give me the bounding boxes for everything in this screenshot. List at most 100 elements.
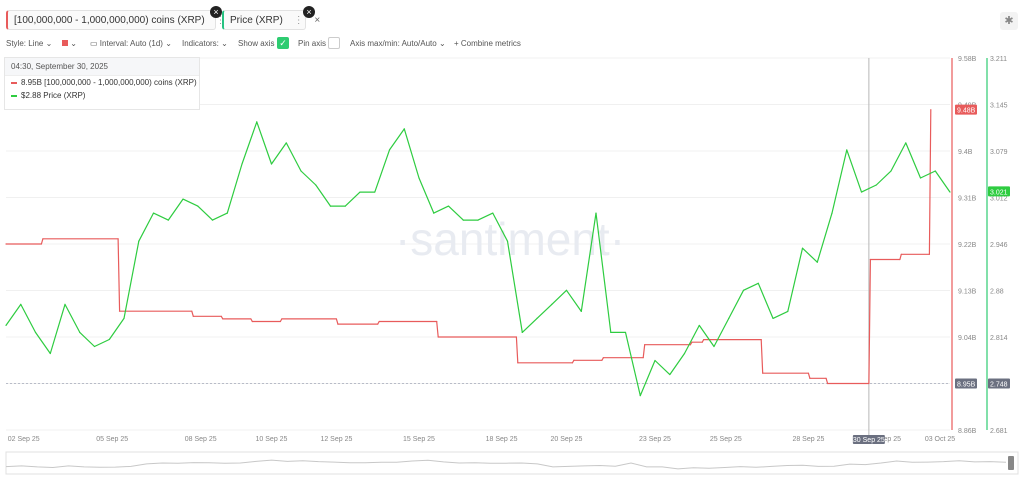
holders-point bbox=[42, 238, 44, 240]
settings-gear-icon[interactable]: ✱ bbox=[1000, 12, 1018, 30]
axis-mode-label: Axis max/min: Auto/Auto bbox=[350, 39, 437, 48]
price-point bbox=[270, 163, 273, 165]
price-point bbox=[757, 282, 759, 284]
tab-price-metric[interactable]: Price (XRP) ⋮ × bbox=[222, 10, 320, 30]
holders-point bbox=[762, 372, 764, 374]
holders-point bbox=[760, 338, 762, 341]
x-axis-tick: 10 Sep 25 bbox=[256, 436, 288, 443]
tab-price-close-icon[interactable]: × bbox=[303, 6, 315, 18]
green-axis-tick: 3.211 bbox=[990, 56, 1007, 63]
tooltip-row-holders: 8.95B [100,000,000 - 1,000,000,000) coin… bbox=[5, 76, 199, 89]
legend-line-red bbox=[11, 81, 17, 84]
green-axis-tick: 3.145 bbox=[990, 103, 1008, 110]
price-point bbox=[492, 212, 494, 214]
holders-point bbox=[900, 253, 902, 255]
x-axis-tick: 28 Sep 25 bbox=[792, 436, 824, 443]
green-current-badge: 3.021 bbox=[990, 189, 1008, 196]
tab-price-more-icon[interactable]: ⋮ bbox=[293, 15, 304, 26]
chevron-down-icon: ⌄ bbox=[438, 39, 446, 48]
tab-holders-more-icon[interactable]: ⋮ bbox=[215, 15, 226, 26]
tab-holders-metric[interactable]: [100,000,000 - 1,000,000,000) coins (XRP… bbox=[6, 10, 242, 30]
price-point bbox=[64, 303, 66, 305]
price-point bbox=[285, 142, 287, 144]
price-point bbox=[949, 191, 951, 193]
price-point bbox=[241, 163, 243, 165]
price-point bbox=[329, 205, 332, 207]
tab-price-remove-icon[interactable]: × bbox=[314, 15, 321, 26]
price-point bbox=[447, 205, 450, 207]
red-current-badge-bg bbox=[955, 104, 977, 115]
chevron-down-icon: ⌄ bbox=[70, 39, 77, 48]
green-current-badge-bg bbox=[988, 186, 1010, 197]
tab-price-label: Price (XRP) bbox=[230, 15, 283, 26]
holders-point bbox=[191, 310, 193, 312]
navigator-handle bbox=[1008, 456, 1014, 470]
show-axis-checkbox[interactable]: ✓ bbox=[277, 37, 289, 49]
holders-point bbox=[118, 310, 121, 312]
price-point bbox=[374, 191, 376, 193]
price-point bbox=[20, 303, 22, 305]
x-axis-tick: 25 Sep 25 bbox=[710, 436, 742, 443]
holders-point bbox=[436, 320, 438, 323]
indicators-label: Indicators: bbox=[182, 39, 219, 48]
price-point bbox=[388, 149, 391, 151]
holders-point bbox=[807, 372, 810, 374]
price-point bbox=[624, 331, 627, 334]
tooltip-time: 04:30, September 30, 2025 bbox=[5, 58, 199, 76]
holders-point bbox=[644, 344, 646, 346]
color-picker[interactable]: ⌄ bbox=[62, 39, 77, 48]
price-point bbox=[610, 331, 612, 334]
holders-point bbox=[40, 243, 43, 245]
x-axis-tick: 05 Sep 25 bbox=[96, 436, 128, 443]
price-point bbox=[860, 191, 863, 193]
x-axis-tick: 30 Sep 25 bbox=[869, 436, 901, 443]
price-point bbox=[551, 303, 553, 305]
price-point bbox=[152, 212, 155, 214]
price-point bbox=[683, 352, 686, 355]
crosshair-date-bg bbox=[852, 435, 885, 444]
price-point bbox=[256, 121, 258, 123]
price-point bbox=[403, 128, 405, 130]
interval-select[interactable]: ▭ Interval: Auto (1d) ⌄ bbox=[90, 39, 172, 48]
price-point bbox=[5, 324, 7, 327]
pin-axis-checkbox[interactable] bbox=[328, 37, 340, 49]
tab-holders-close-icon[interactable]: × bbox=[210, 6, 222, 18]
red-current-badge: 9.48B bbox=[957, 108, 976, 115]
price-point bbox=[315, 184, 317, 186]
hover-tooltip: 04:30, September 30, 2025 8.95B [100,000… bbox=[4, 57, 200, 110]
calendar-icon: ▭ bbox=[90, 39, 98, 48]
holders-point bbox=[573, 359, 575, 361]
color-swatch bbox=[62, 40, 68, 46]
holders-point bbox=[701, 341, 703, 343]
price-point bbox=[300, 170, 302, 172]
price-point bbox=[521, 331, 523, 334]
holders-point bbox=[251, 320, 253, 323]
price-point bbox=[698, 324, 700, 327]
price-point bbox=[418, 177, 420, 179]
green-hover-badge: 2.748 bbox=[990, 382, 1008, 389]
red-axis-tick: 9.31B bbox=[958, 196, 977, 203]
price-point bbox=[787, 310, 789, 312]
indicators-select[interactable]: Indicators: ⌄ bbox=[182, 39, 228, 48]
red-hover-badge: 8.95B bbox=[957, 382, 976, 389]
price-point bbox=[34, 331, 37, 334]
green-axis-tick: 2.681 bbox=[990, 428, 1008, 435]
red-axis-tick: 8.86B bbox=[958, 428, 977, 435]
green-axis-tick: 3.012 bbox=[990, 196, 1008, 203]
red-axis-tick: 9.13B bbox=[958, 289, 977, 296]
tab-holders-label: [100,000,000 - 1,000,000,000) coins (XRP… bbox=[14, 15, 205, 26]
holders-point bbox=[335, 318, 337, 320]
price-point bbox=[182, 198, 184, 200]
holders-point bbox=[337, 323, 339, 325]
red-hover-badge-bg bbox=[955, 378, 977, 389]
chevron-down-icon: ⌄ bbox=[45, 39, 53, 48]
style-select[interactable]: Style: Line ⌄ bbox=[6, 39, 52, 48]
holders-point bbox=[601, 359, 603, 361]
holders-point bbox=[930, 109, 932, 111]
axis-mode-select[interactable]: Axis max/min: Auto/Auto ⌄ bbox=[350, 39, 446, 48]
holders-point bbox=[928, 253, 930, 255]
combine-metrics-button[interactable]: + Combine metrics bbox=[454, 39, 521, 48]
price-point bbox=[108, 338, 110, 341]
price-point bbox=[359, 191, 361, 193]
